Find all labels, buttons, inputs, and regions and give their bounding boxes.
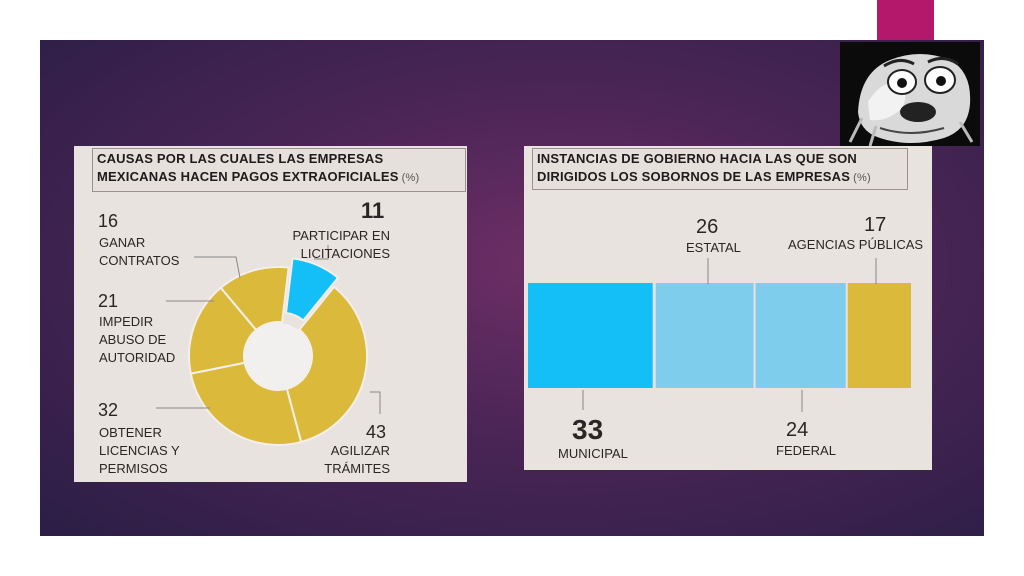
- value-label-licencias: 32: [98, 400, 118, 420]
- label-autoridad-line3: AUTORIDAD: [99, 350, 175, 365]
- bar-title-line2: DIRIGIDOS LOS SOBORNOS DE LAS EMPRESAS: [537, 169, 851, 184]
- label-tramites-line2: TRÁMITES: [324, 461, 390, 476]
- shocked-face-meme-image: [840, 42, 980, 146]
- label-municipal: MUNICIPAL: [558, 446, 628, 461]
- bar-title-line1: INSTANCIAS DE GOBIERNO HACIA LAS QUE SON: [537, 151, 858, 166]
- connector-licitaciones: [314, 245, 329, 260]
- label-contratos-line1: GANAR: [99, 235, 145, 250]
- stacked-bar-svg: 33 MUNICIPAL 26 ESTATAL 24 FEDERAL 17 AG…: [528, 214, 923, 461]
- label-licencias-line1: OBTENER: [99, 425, 162, 440]
- value-label-autoridad: 21: [98, 291, 118, 311]
- bar-segment-municipal: [528, 283, 653, 388]
- value-label-licitaciones: 11: [361, 198, 384, 223]
- stacked-bar-title: INSTANCIAS DE GOBIERNO HACIA LAS QUE SON…: [532, 148, 908, 190]
- label-licitaciones-line2: LICITACIONES: [301, 246, 391, 261]
- label-agencias: AGENCIAS PÚBLICAS: [788, 237, 923, 252]
- donut-hole: [245, 323, 311, 389]
- donut-slice-licencias: [189, 361, 303, 446]
- label-licencias-line3: PERMISOS: [99, 461, 168, 476]
- label-estatal: ESTATAL: [686, 240, 741, 255]
- donut-chart-title: CAUSAS POR LAS CUALES LAS EMPRESAS MEXIC…: [92, 148, 466, 192]
- donut-title-line1: CAUSAS POR LAS CUALES LAS EMPRESAS: [97, 151, 384, 166]
- donut-chart-svg: 11 PARTICIPAR EN LICITACIONES 16 GANAR C…: [98, 198, 391, 476]
- donut-title-line2: MEXICANAS HACEN PAGOS EXTRAOFICIALES: [97, 169, 399, 184]
- label-tramites-line1: AGILIZAR: [331, 443, 390, 458]
- label-autoridad-line2: ABUSO DE: [99, 332, 167, 347]
- value-label-agencias: 17: [864, 214, 886, 236]
- donut-slice-autoridad: [188, 286, 258, 375]
- value-label-tramites: 43: [366, 422, 386, 442]
- connector-contratos: [194, 256, 241, 279]
- value-label-contratos: 16: [98, 211, 118, 231]
- shocked-face-icon: [840, 42, 980, 146]
- donut-title-unit: (%): [401, 172, 420, 184]
- donut-slice-tramites: [285, 285, 368, 444]
- label-licencias-line2: LICENCIAS Y: [99, 443, 180, 458]
- bar-segment-estatal: [655, 283, 754, 388]
- donut-slice-contratos: [219, 266, 290, 332]
- value-label-estatal: 26: [696, 216, 718, 238]
- bar-segment-federal: [755, 283, 846, 388]
- connector-tramites: [370, 391, 381, 414]
- label-autoridad-line1: IMPEDIR: [99, 314, 153, 329]
- donut-chart-panel: CAUSAS POR LAS CUALES LAS EMPRESAS MEXIC…: [74, 146, 467, 482]
- label-licitaciones-line1: PARTICIPAR EN: [292, 228, 390, 243]
- bar-title-unit: (%): [853, 172, 871, 184]
- label-contratos-line2: CONTRATOS: [99, 253, 180, 268]
- bar-segment-agencias: [847, 283, 911, 388]
- value-label-municipal: 33: [572, 414, 603, 445]
- stacked-bar-panel: INSTANCIAS DE GOBIERNO HACIA LAS QUE SON…: [524, 146, 932, 470]
- label-federal: FEDERAL: [776, 443, 836, 458]
- value-label-federal: 24: [786, 419, 808, 441]
- accent-tab: [877, 0, 934, 40]
- donut-slice-licitaciones: [284, 257, 340, 322]
